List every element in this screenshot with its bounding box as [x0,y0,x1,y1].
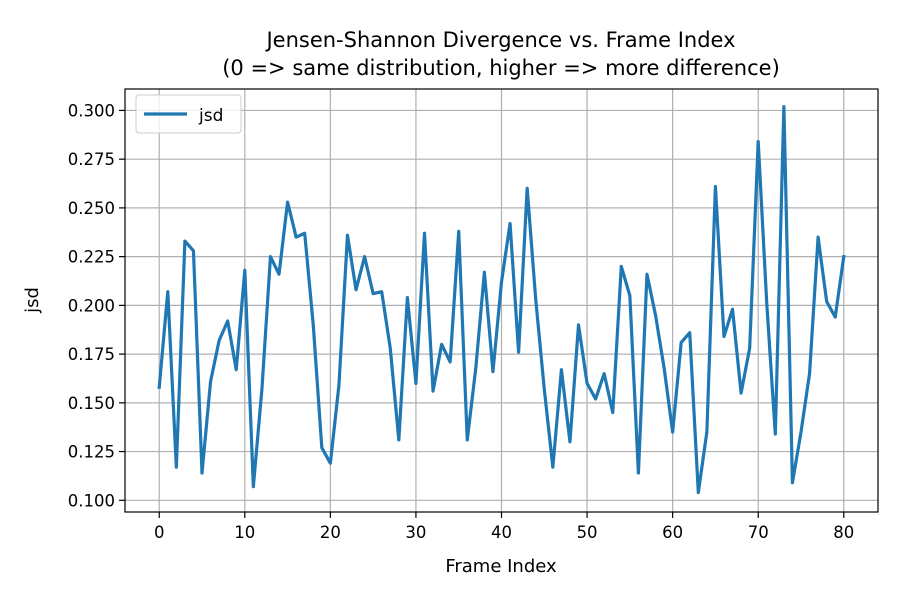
plot-area-frame [124,88,879,513]
legend: jsd [135,94,242,134]
y-tick-label: 0.275 [68,150,115,169]
x-tick-label: 70 [748,523,769,542]
y-axis-label: jsd [22,287,43,314]
y-tick-label: 0.150 [68,394,115,413]
x-tick-label: 80 [833,523,854,542]
x-tick-label: 60 [662,523,683,542]
y-tick-label: 0.250 [68,199,115,218]
x-tick-label: 40 [491,523,512,542]
series-line-jsd [157,104,846,495]
chart-subtitle: (0 => same distribution, higher => more … [222,56,780,80]
x-tick-label: 0 [154,523,165,542]
y-tick-label: 0.300 [68,101,115,120]
series-layer [157,104,846,495]
y-tick-label: 0.125 [68,443,115,462]
x-tick-label: 50 [577,523,598,542]
x-tick-label: 20 [320,523,341,542]
chart-title: Jensen-Shannon Divergence vs. Frame Inde… [264,28,735,52]
legend-label: jsd [198,106,223,126]
y-tick-label: 0.175 [68,345,115,364]
x-tick-label: 30 [405,523,426,542]
y-tick-label: 0.200 [68,296,115,315]
y-tick-label: 0.100 [68,491,115,510]
x-tick-label: 10 [234,523,255,542]
legend-box [135,94,242,134]
axis-ticks: 0 10 20 30 40 50 60 70 80 0.100 0.125 0.150 0.175 0.2… [68,101,855,542]
x-axis-label: Frame Index [445,556,557,577]
y-tick-label: 0.225 [68,248,115,267]
